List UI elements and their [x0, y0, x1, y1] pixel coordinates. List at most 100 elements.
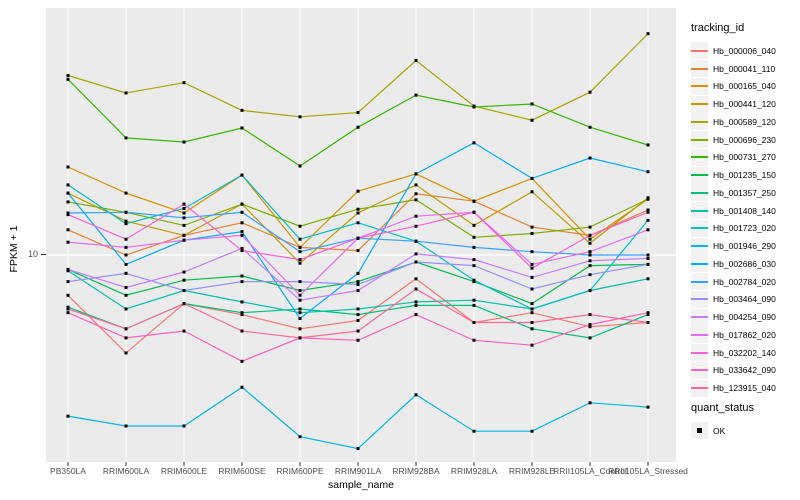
legend-item-Hb_017862_020: Hb_017862_020 — [691, 326, 799, 344]
legend-item-Hb_032202_140: Hb_032202_140 — [691, 344, 799, 362]
data-point — [530, 321, 534, 325]
data-point — [588, 323, 592, 327]
data-point — [646, 321, 650, 325]
data-point — [356, 271, 360, 275]
data-point — [66, 200, 70, 204]
data-point — [124, 136, 128, 140]
data-point — [298, 245, 302, 249]
legend-item-label: Hb_001946_290 — [713, 241, 776, 252]
x-tick-label-RRIM928LE: RRIM928LE — [508, 466, 556, 476]
data-point — [298, 224, 302, 228]
legend-item-label: Hb_002784_020 — [713, 276, 776, 287]
data-point — [124, 307, 128, 311]
data-point — [240, 329, 244, 333]
data-point — [356, 338, 360, 342]
x-axis-tick-labels: PB350LA RRIM600LA RRIM600LE RRIM600SE RRIM60… — [0, 466, 800, 478]
data-point — [240, 359, 244, 363]
data-point — [588, 90, 592, 94]
data-point — [530, 262, 534, 266]
x-tick-label-RRII105LA_Stressed: RRII105LA_Stressed — [608, 466, 688, 476]
legend-items: Hb_000006_040 Hb_000041_110 Hb_000165_040 H… — [691, 42, 799, 397]
data-point — [124, 293, 128, 297]
legend-item-label: Hb_123915_040 — [713, 383, 776, 394]
data-point — [124, 210, 128, 214]
data-point — [414, 93, 418, 97]
data-point — [66, 191, 70, 195]
data-point — [182, 238, 186, 242]
data-point — [298, 115, 302, 119]
x-tick-label-RRII105LA_Control: RRII105LA_Control — [553, 466, 627, 476]
data-point — [530, 225, 534, 229]
legend-item-Hb_001723_020: Hb_001723_020 — [691, 219, 799, 238]
data-point — [530, 327, 534, 331]
x-tick-label-RRIM928LA: RRIM928LA — [450, 466, 498, 476]
legend-item-label: Hb_000006_040 — [713, 45, 776, 56]
data-point — [472, 321, 476, 325]
data-point — [124, 237, 128, 241]
data-point — [240, 300, 244, 304]
plot-panel — [46, 8, 676, 466]
data-point — [356, 207, 360, 211]
data-point — [182, 216, 186, 220]
data-point — [530, 118, 534, 122]
data-point — [240, 280, 244, 284]
data-point — [414, 58, 418, 62]
tracking-id-legend: tracking_id Hb_000006_040 Hb_000041_110 Hb… — [691, 22, 799, 397]
legend-item-label: Hb_001723_020 — [713, 223, 776, 234]
data-point — [124, 253, 128, 257]
x-tick-label-RRIM928BA: RRIM928BA — [392, 466, 440, 476]
x-tick-label-PB350LA: PB350LA — [50, 466, 86, 476]
data-point — [356, 125, 360, 129]
data-point — [414, 224, 418, 228]
data-point — [530, 429, 534, 433]
panel-background — [46, 8, 676, 462]
data-point — [356, 313, 360, 317]
legend-key-swatch — [691, 237, 708, 255]
data-point — [646, 262, 650, 266]
square-point-icon — [691, 422, 708, 440]
legend-item-label: Hb_000731_270 — [713, 152, 776, 163]
legend-item-Hb_001357_250: Hb_001357_250 — [691, 184, 799, 202]
legend-key-swatch — [691, 290, 708, 308]
data-point — [414, 393, 418, 397]
legend-item-Hb_000165_040: Hb_000165_040 — [691, 77, 799, 96]
x-tick-label-RRIM600LA: RRIM600LA — [102, 466, 150, 476]
data-point — [298, 435, 302, 439]
data-point — [66, 414, 70, 418]
data-point — [66, 74, 70, 78]
data-point — [588, 156, 592, 160]
data-point — [588, 237, 592, 241]
data-point — [646, 313, 650, 317]
data-point — [66, 280, 70, 284]
data-point — [588, 253, 592, 257]
data-point — [472, 210, 476, 214]
data-point — [472, 278, 476, 282]
legend-title: tracking_id — [691, 22, 745, 34]
data-point — [298, 261, 302, 265]
data-point — [66, 240, 70, 244]
data-point — [530, 176, 534, 180]
data-point — [298, 258, 302, 262]
legend-item-Hb_000696_230: Hb_000696_230 — [691, 131, 799, 149]
data-point — [414, 287, 418, 291]
data-point — [182, 206, 186, 210]
data-point — [414, 303, 418, 307]
data-point — [356, 318, 360, 322]
data-point — [124, 191, 128, 195]
data-point — [240, 173, 244, 177]
data-point — [66, 211, 70, 215]
data-point — [414, 300, 418, 304]
data-point — [298, 307, 302, 311]
legend-key-swatch — [691, 379, 708, 397]
legend-item-Hb_000441_120: Hb_000441_120 — [691, 95, 799, 113]
quant-legend-title: quant_status — [691, 402, 754, 414]
data-point — [356, 111, 360, 115]
legend-item-Hb_033642_090: Hb_033642_090 — [691, 361, 799, 380]
data-point — [66, 228, 70, 232]
data-point — [472, 245, 476, 249]
data-point — [124, 271, 128, 275]
data-point — [298, 298, 302, 302]
legend-item-label: Hb_000696_230 — [713, 134, 776, 145]
data-point — [414, 239, 418, 243]
legend-item-label: Hb_033642_090 — [713, 365, 776, 376]
